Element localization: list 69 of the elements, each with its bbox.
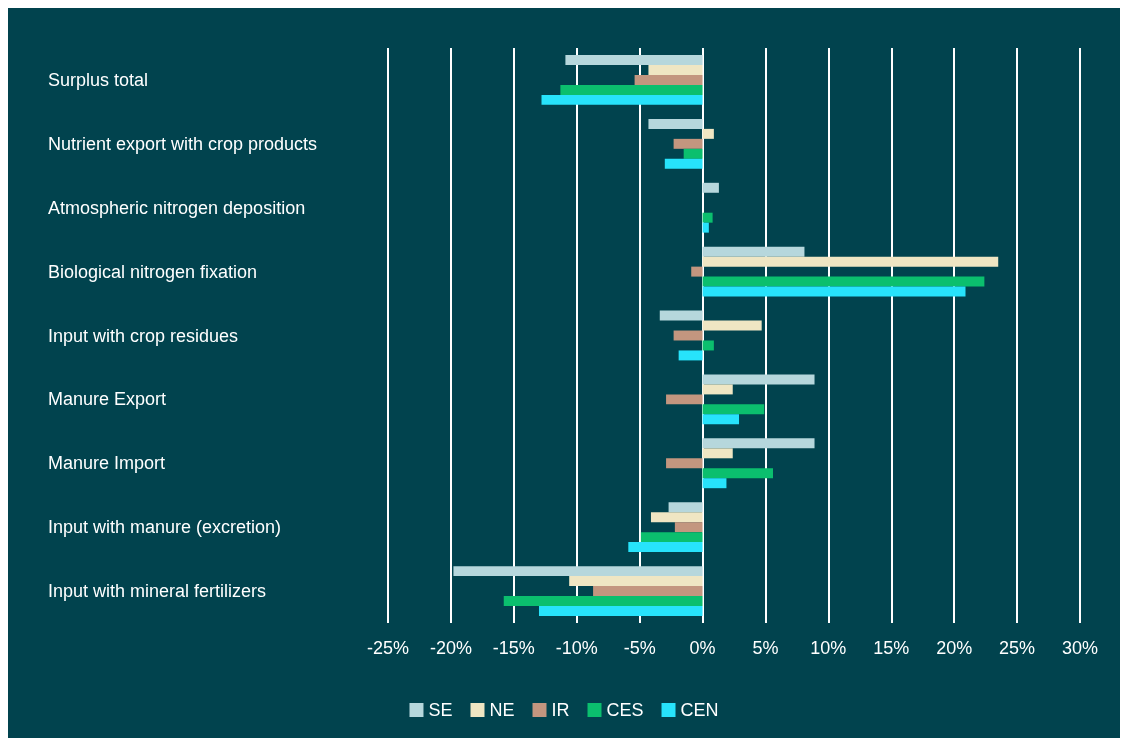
y-tick-label: Atmospheric nitrogen deposition [48,197,306,218]
legend-label: IR [551,700,570,720]
bar [702,256,999,267]
legend-label: NE [489,700,515,720]
bar [702,438,815,449]
bar [702,414,740,425]
bar [453,566,703,577]
bar [673,138,703,149]
legend-label: SE [428,700,453,720]
bar [702,448,733,459]
bar [702,374,815,385]
y-tick-label: Input with manure (excretion) [48,517,282,538]
y-tick-label: Input with mineral fertilizers [48,581,267,602]
y-tick-label: Manure Import [48,453,166,474]
bar [569,576,703,587]
x-tick-label: 25% [999,638,1036,658]
bar [702,246,805,257]
bar [702,384,733,395]
x-tick-label: -25% [366,638,410,658]
bar [674,522,703,533]
x-tick-label: 5% [752,638,779,658]
bar [702,212,713,223]
bar [668,502,703,513]
bar [593,586,703,597]
x-tick-label: 10% [810,638,847,658]
bar [691,266,703,277]
bar [538,606,703,616]
bar [648,118,703,129]
bar [702,468,773,479]
x-tick-label: -10% [555,638,598,658]
x-tick-label: -5% [623,638,656,658]
y-tick-label: Input with crop residues [48,325,239,346]
x-tick-label: 20% [936,638,973,658]
bar [702,340,714,351]
bar [666,458,703,469]
bar [673,330,703,341]
bar [702,182,719,193]
bar [634,74,703,85]
bar [503,596,703,607]
bar [678,350,703,361]
y-tick-label: Nutrient export with crop products [48,133,318,154]
bar [648,64,703,75]
bar [702,128,714,139]
x-tick-label: -15% [492,638,535,658]
x-tick-label: 0% [689,638,716,658]
bar [702,222,709,233]
bar [565,55,703,65]
bar [702,320,762,331]
bar [664,158,703,169]
bar [628,542,703,553]
x-tick-label: -20% [429,638,472,658]
bar [560,84,703,95]
bar [666,394,703,405]
bar [650,512,703,523]
legend-label: CEN [680,700,719,720]
bar [683,148,703,159]
x-tick-label: 30% [1061,638,1099,658]
y-tick-label: Manure Export [48,389,167,410]
bar [659,310,703,321]
bar [702,286,966,297]
y-tick-label: Biological nitrogen fixation [48,261,258,282]
x-tick-label: 15% [873,638,910,658]
bar [702,478,727,489]
bar [640,532,703,543]
bar [702,404,765,415]
bar [541,94,703,105]
y-tick-label: Surplus total [48,69,149,90]
bar [702,276,985,287]
legend-label: CES [606,700,644,720]
